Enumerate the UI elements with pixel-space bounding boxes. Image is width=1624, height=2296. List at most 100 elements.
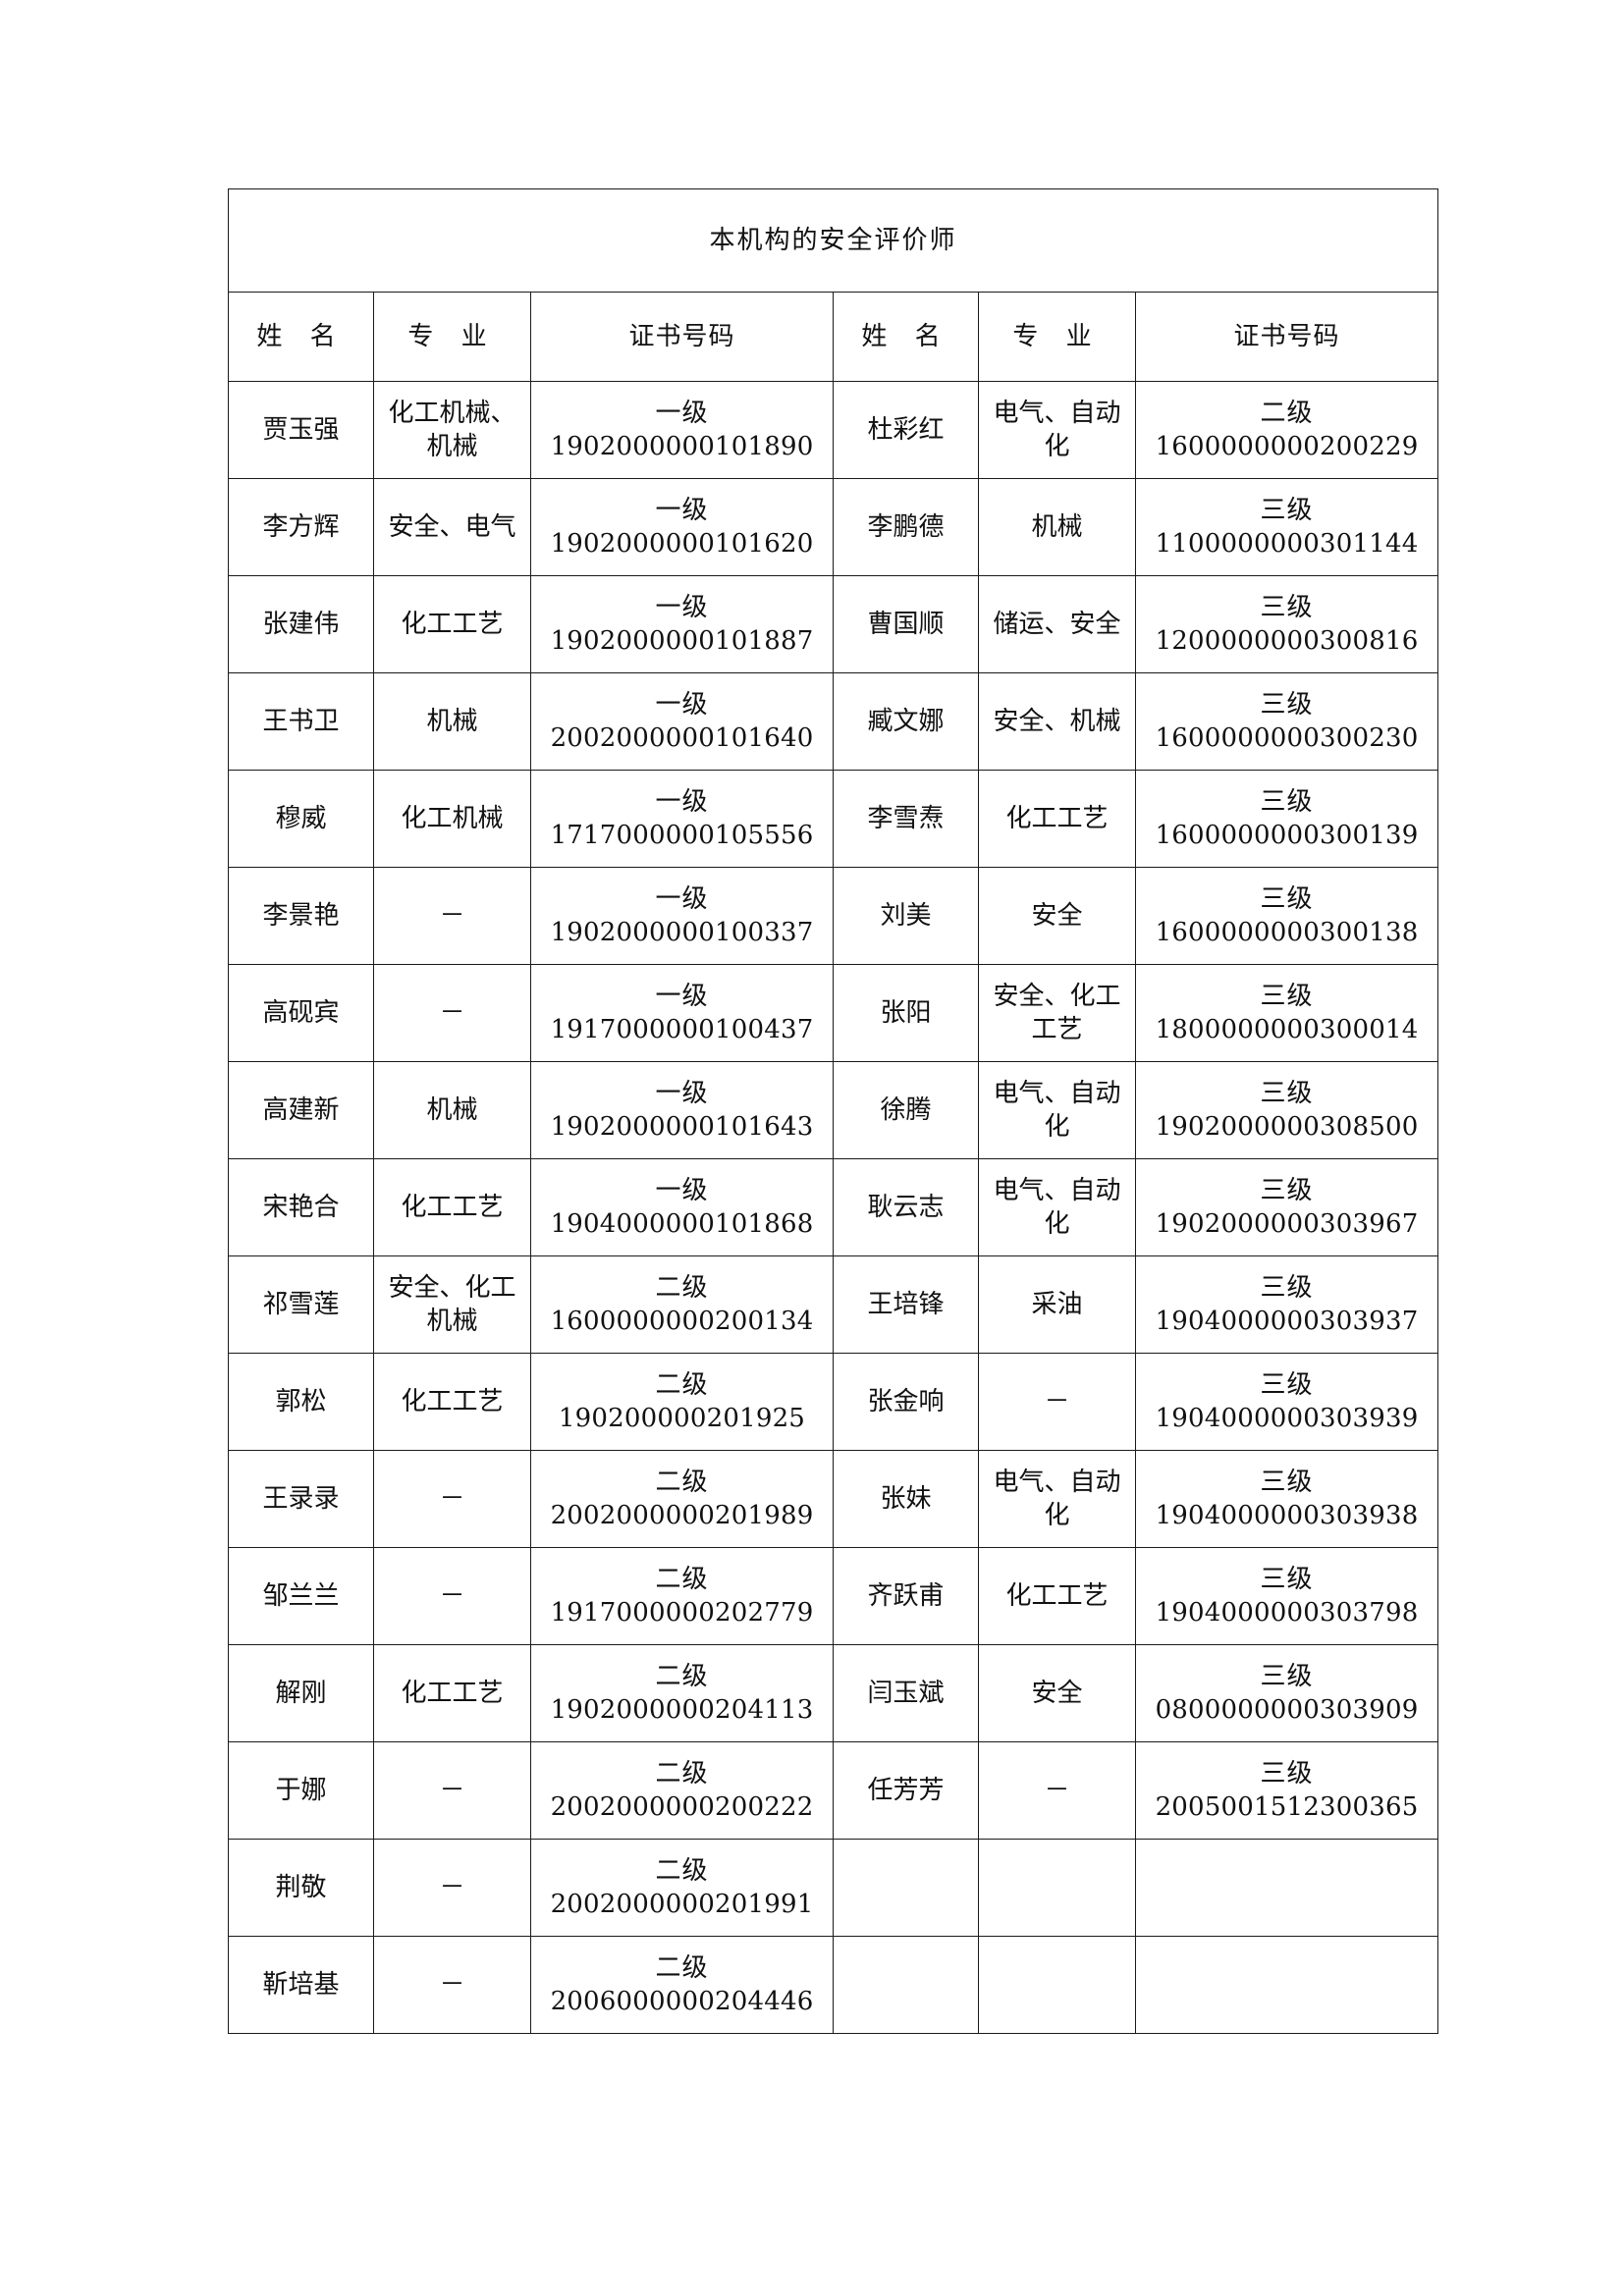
assessor-certificate-left: 一级 1902000000101890	[530, 381, 834, 479]
certificate-grade-right: 三级	[1260, 1272, 1314, 1303]
certificate-grade-left: 一级	[655, 786, 709, 817]
certificate-grade-right: 三级	[1260, 883, 1314, 914]
assessor-name-left: 张建伟	[228, 575, 374, 673]
certificate-grade-left: 二级	[655, 1952, 709, 1983]
certificate-number-left: 2002000000201991	[550, 1890, 814, 1919]
assessor-major-right	[978, 1936, 1136, 2034]
assessor-name-right: 耿云志	[833, 1158, 979, 1256]
table-header-row: 姓 名 专 业 证书号码 姓 名 专 业 证书号码	[228, 292, 1439, 382]
column-header-major-right: 专 业	[978, 292, 1136, 382]
certificate-number-right: 1600000000300138	[1155, 918, 1419, 947]
assessor-name-right: 张阳	[833, 964, 979, 1062]
assessor-major-right: 安全	[978, 1644, 1136, 1742]
certificate-number-left: 2006000000204446	[550, 1987, 814, 2016]
assessor-name-left: 于娜	[228, 1741, 374, 1840]
assessor-name-left: 穆威	[228, 770, 374, 868]
table-row: 贾玉强 化工机械、机械 一级 1902000000101890 杜彩红 电气、自动化 二级 1…	[228, 381, 1439, 479]
assessor-name-left: 高砚宾	[228, 964, 374, 1062]
certificate-number-left: 1902000000204113	[550, 1695, 814, 1725]
assessor-major-left: －	[373, 1936, 531, 2034]
assessor-certificate-left: 一级 1902000000101643	[530, 1061, 834, 1159]
certificate-grade-left: 二级	[655, 1272, 709, 1303]
certificate-number-left: 1902000000101643	[550, 1112, 814, 1142]
table-row: 李方辉 安全、电气 一级 1902000000101620 李鹏德 机械 三级 1100000…	[228, 478, 1439, 576]
certificate-grade-left: 二级	[655, 1758, 709, 1789]
assessor-certificate-left: 二级 190200000201925	[530, 1353, 834, 1451]
table-row: 高砚宾－ 一级 1917000000100437 张阳 安全、化工工艺 三级 1800000…	[228, 964, 1439, 1062]
assessor-major-right: 电气、自动化	[978, 1061, 1136, 1159]
certificate-number-right: 1904000000303798	[1155, 1598, 1419, 1628]
certificate-number-left: 2002000000200222	[550, 1792, 814, 1822]
assessor-major-right: 化工工艺	[978, 770, 1136, 868]
certificate-grade-left: 二级	[655, 1661, 709, 1691]
assessor-certificate-right: 三级 0800000000303909	[1134, 1644, 1439, 1742]
certificate-number-left: 1717000000105556	[550, 821, 814, 850]
certificate-number-right: 2005001512300365	[1155, 1792, 1419, 1822]
certificate-grade-right: 二级	[1260, 398, 1314, 428]
certificate-grade-left: 二级	[655, 1564, 709, 1594]
column-header-name-right: 姓 名	[833, 292, 979, 382]
assessor-major-right: 储运、安全	[978, 575, 1136, 673]
table-row: 穆威 化工机械 一级 1717000000105556 李雪焘 化工工艺 三级 1600000…	[228, 770, 1439, 868]
assessor-certificate-left: 二级 1902000000204113	[530, 1644, 834, 1742]
assessor-major-right	[978, 1839, 1136, 1937]
certificate-number-left: 190200000201925	[558, 1404, 806, 1433]
certificate-grade-right: 三级	[1260, 981, 1314, 1011]
certificate-number-right: 1902000000308500	[1155, 1112, 1419, 1142]
assessor-certificate-left: 一级 1917000000100437	[530, 964, 834, 1062]
assessor-major-left: 化工工艺	[373, 1158, 531, 1256]
certificate-grade-right: 三级	[1260, 1564, 1314, 1594]
certificate-grade-left: 一级	[655, 1078, 709, 1108]
assessor-name-right: 臧文娜	[833, 672, 979, 771]
table-row: 李景艳－ 一级 1902000000100337 刘美 安全 三级 160000000030…	[228, 867, 1439, 965]
table-row: 靳培基－ 二级 2006000000204446	[228, 1936, 1439, 2034]
assessor-major-left: 化工工艺	[373, 1353, 531, 1451]
assessor-certificate-left: 二级 2002000000201991	[530, 1839, 834, 1937]
table-row: 高建新 机械 一级 1902000000101643 徐腾 电气、自动化 三级 1902000…	[228, 1061, 1439, 1159]
assessor-major-right: 采油	[978, 1255, 1136, 1354]
table-row: 王书卫 机械 一级 2002000000101640 臧文娜 安全、机械 三级 1600000…	[228, 672, 1439, 771]
assessor-major-left: －	[373, 1839, 531, 1937]
certificate-grade-left: 二级	[655, 1467, 709, 1497]
assessor-major-left: －	[373, 1450, 531, 1548]
certificate-number-right: 1200000000300816	[1155, 626, 1419, 656]
assessor-major-left: 机械	[373, 1061, 531, 1159]
certificate-grade-left: 一级	[655, 883, 709, 914]
assessor-major-right: 机械	[978, 478, 1136, 576]
table-row: 邹兰兰－ 二级 1917000000202779 齐跃甫 化工工艺 三级 190400000…	[228, 1547, 1439, 1645]
certificate-grade-right: 三级	[1260, 1078, 1314, 1108]
certificate-grade-right: 三级	[1260, 786, 1314, 817]
certificate-number-right: 1600000000200229	[1155, 432, 1419, 461]
assessor-certificate-right: 三级 1904000000303798	[1134, 1547, 1439, 1645]
certificate-number-left: 1902000000100337	[550, 918, 814, 947]
table-row: 于娜－二级 2002000000200222 任芳芳－三级 2005001512300…	[228, 1741, 1439, 1840]
assessor-name-right: 任芳芳	[833, 1741, 979, 1840]
certificate-grade-left: 一级	[655, 981, 709, 1011]
assessor-certificate-left: 一级 1904000000101868	[530, 1158, 834, 1256]
assessor-name-left: 高建新	[228, 1061, 374, 1159]
certificate-grade-right: 三级	[1260, 689, 1314, 720]
assessor-name-left: 祁雪莲	[228, 1255, 374, 1354]
assessor-certificate-right: 三级 1600000000300138	[1134, 867, 1439, 965]
table-row: 张建伟 化工工艺 一级 1902000000101887 曹国顺 储运、安全 三级 12000…	[228, 575, 1439, 673]
assessor-name-left: 荆敬	[228, 1839, 374, 1937]
assessor-major-left: 安全、电气	[373, 478, 531, 576]
assessor-major-right: 电气、自动化	[978, 1450, 1136, 1548]
assessor-certificate-right: 三级 1800000000300014	[1134, 964, 1439, 1062]
assessor-name-right: 张金响	[833, 1353, 979, 1451]
column-header-major-left: 专 业	[373, 292, 531, 382]
certificate-number-right: 1904000000303939	[1155, 1404, 1419, 1433]
assessor-certificate-left: 一级 1902000000100337	[530, 867, 834, 965]
table-row: 荆敬－ 二级 2002000000201991	[228, 1839, 1439, 1937]
certificate-number-left: 1600000000200134	[550, 1307, 814, 1336]
certificate-number-left: 1917000000100437	[550, 1015, 814, 1044]
certificate-grade-right: 三级	[1260, 1175, 1314, 1205]
assessor-certificate-left: 二级 1600000000200134	[530, 1255, 834, 1354]
assessor-major-right: 安全	[978, 867, 1136, 965]
certificate-grade-right: 三级	[1260, 1758, 1314, 1789]
assessor-major-left: －	[373, 1547, 531, 1645]
assessor-major-left: 化工机械	[373, 770, 531, 868]
certificate-number-left: 1902000000101620	[550, 529, 814, 559]
certificate-number-right: 1800000000300014	[1155, 1015, 1419, 1044]
certificate-number-right: 1902000000303967	[1155, 1209, 1419, 1239]
